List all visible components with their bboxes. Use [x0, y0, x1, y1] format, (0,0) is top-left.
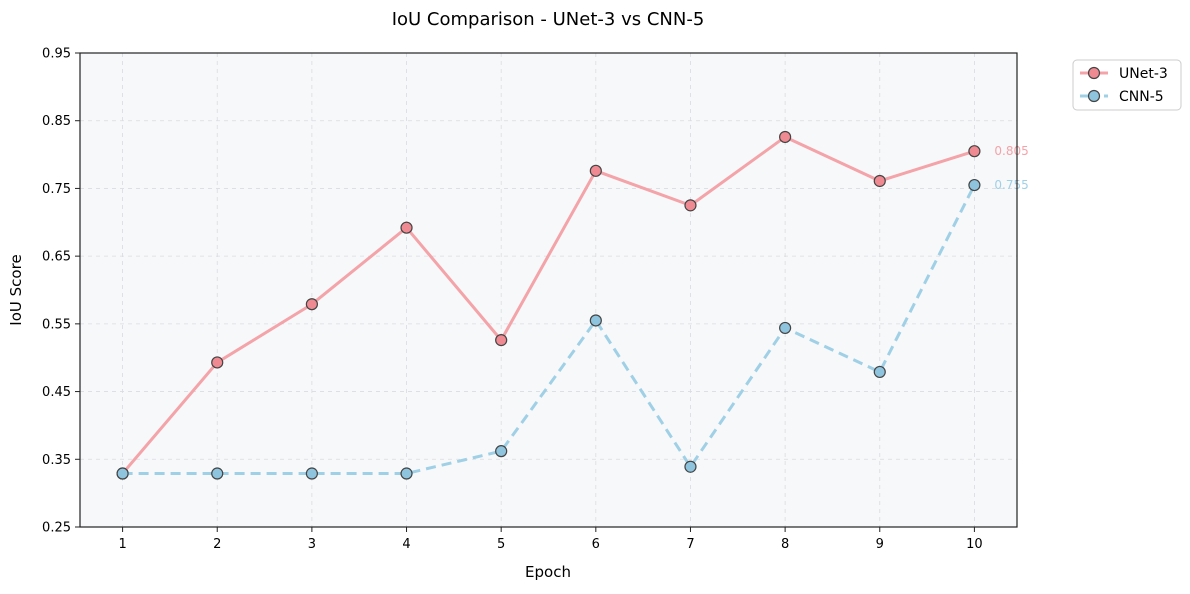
y-tick-label: 0.25	[42, 521, 71, 536]
x-tick-label: 1	[118, 537, 126, 552]
y-tick-label: 0.35	[42, 453, 71, 468]
x-axis-label: Epoch	[525, 563, 571, 581]
data-point-unet3	[211, 356, 224, 369]
data-point-cnn5	[495, 445, 508, 458]
data-point-cnn5	[684, 460, 697, 473]
legend-label-unet3: UNet-3	[1119, 66, 1168, 82]
x-tick-label: 6	[592, 537, 600, 552]
x-tick-label: 8	[781, 537, 789, 552]
x-tick-label: 3	[308, 537, 316, 552]
plot-frame	[79, 52, 1018, 528]
y-tick-label: 0.55	[42, 317, 71, 332]
legend-label-cnn5: CNN-5	[1119, 89, 1164, 105]
data-point-unet3	[495, 334, 508, 347]
series-line-cnn5	[122, 184, 976, 476]
y-tick-label: 0.95	[42, 47, 71, 62]
x-tick-label: 4	[402, 537, 410, 552]
y-axis-label: IoU Score	[7, 254, 25, 325]
data-point-cnn5	[400, 467, 413, 480]
x-tick-label: 2	[213, 537, 221, 552]
plot-area	[80, 53, 1017, 527]
series-layer: 0.805 0.755	[116, 130, 1029, 480]
data-point-unet3	[873, 174, 886, 188]
axis-ticks: 0.25 0.35 0.45 0.55 0.65 0.75 0.85 0.95 1 2 3 4 5 6 7 8…	[42, 47, 983, 553]
x-tick-label: 5	[497, 537, 505, 552]
data-point-unet3	[968, 145, 981, 158]
data-point-unet3	[684, 199, 697, 212]
y-tick-label: 0.75	[42, 182, 71, 197]
data-point-unet3	[779, 130, 792, 144]
legend: UNet-3 CNN-5	[1072, 59, 1182, 111]
y-tick-label: 0.65	[42, 250, 71, 265]
data-point-cnn5	[305, 467, 318, 480]
legend-marker-unet3	[1087, 66, 1101, 80]
data-point-unet3	[400, 221, 413, 234]
data-point-cnn5	[968, 178, 981, 192]
x-tick-label: 7	[686, 537, 694, 552]
chart-title: IoU Comparison - UNet-3 vs CNN-5	[392, 9, 705, 30]
end-value-label-unet3: 0.805	[994, 144, 1028, 158]
data-point-cnn5	[873, 365, 886, 379]
data-point-unet3	[589, 164, 602, 177]
data-point-cnn5	[116, 467, 129, 480]
data-point-cnn5	[779, 321, 792, 335]
legend-marker-cnn5	[1087, 89, 1101, 103]
y-tick-label: 0.45	[42, 385, 71, 400]
data-point-cnn5	[589, 314, 602, 327]
x-tick-label: 10	[966, 537, 983, 552]
series-line-unet3	[121, 135, 976, 476]
data-point-unet3	[305, 298, 318, 311]
end-value-label-cnn5: 0.755	[994, 178, 1028, 192]
y-tick-label: 0.85	[42, 114, 71, 129]
data-point-cnn5	[211, 467, 224, 480]
x-tick-label: 9	[876, 537, 884, 552]
